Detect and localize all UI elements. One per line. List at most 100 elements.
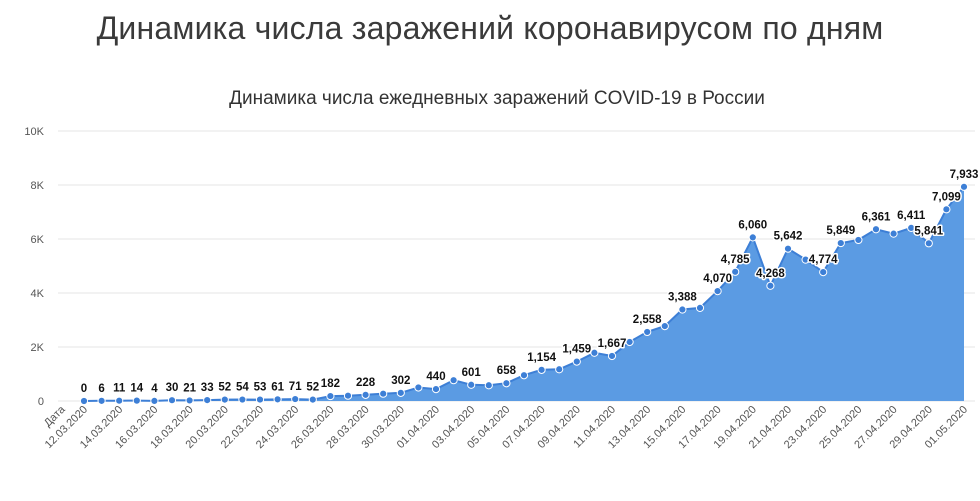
y-tick-label: 4K: [31, 288, 45, 300]
data-label: 6,060: [738, 219, 767, 231]
data-label: 302: [391, 375, 410, 387]
data-point: [959, 182, 969, 191]
data-point: [713, 287, 722, 296]
data-point: [396, 388, 405, 397]
data-point: [255, 395, 265, 404]
data-label: 53: [254, 382, 267, 394]
data-point: [819, 268, 828, 277]
data-label: 2,558: [633, 314, 662, 326]
data-point: [431, 385, 441, 394]
data-point: [308, 395, 317, 404]
data-label: 52: [218, 382, 231, 394]
data-point: [660, 322, 669, 331]
data-label: 4,774: [809, 254, 838, 266]
data-point: [484, 381, 493, 390]
data-label: 54: [236, 382, 249, 394]
y-tick-label: 0: [38, 396, 44, 408]
data-point: [203, 396, 212, 405]
data-point: [273, 395, 282, 404]
data-label: 5,849: [826, 225, 855, 237]
area-fill: [84, 186, 964, 401]
data-point: [502, 379, 511, 388]
data-label: 21: [183, 382, 196, 394]
data-point: [326, 391, 335, 401]
data-label: 3,388: [668, 292, 697, 304]
data-point: [167, 396, 177, 405]
data-point: [150, 396, 159, 405]
data-label: 14: [130, 383, 143, 395]
data-point: [889, 229, 898, 238]
data-point: [555, 365, 564, 374]
data-label: 658: [497, 365, 517, 377]
data-label: 1,154: [527, 352, 556, 364]
data-label: 601: [462, 367, 482, 379]
data-label: 11: [113, 383, 126, 395]
data-point: [625, 337, 634, 347]
page-title: Динамика числа заражений коронавирусом п…: [96, 10, 884, 46]
data-label: 6,361: [862, 211, 891, 223]
data-label: 71: [289, 381, 302, 393]
data-point: [537, 365, 546, 374]
data-point: [291, 394, 300, 404]
data-label: 1,667: [598, 338, 627, 350]
x-axis: Дата12.03.202014.03.202016.03.202018.03.…: [42, 403, 970, 451]
data-point: [836, 238, 845, 248]
data-label: 182: [321, 378, 340, 390]
data-point: [643, 327, 652, 337]
data-point: [115, 396, 124, 405]
data-point: [854, 235, 863, 245]
data-point: [766, 281, 775, 290]
y-axis: 0 2K 4K 6K 8K 10K: [24, 126, 44, 408]
data-point: [678, 305, 687, 314]
y-tick-label: 6K: [31, 234, 45, 246]
data-point: [871, 225, 881, 234]
data-point: [79, 396, 89, 406]
data-point: [590, 348, 599, 357]
data-point: [238, 395, 247, 404]
data-point: [924, 239, 933, 248]
y-tick-label: 2K: [31, 342, 45, 354]
y-tick-label: 8K: [31, 180, 45, 192]
data-labels: 0 6 11 14 4 30 21 33 52 54 53 61 71 52 182 228 302 440 601…: [79, 167, 980, 396]
data-point: [343, 391, 353, 400]
chart-title: Динамика числа ежедневных заражений COVI…: [229, 88, 765, 109]
data-label: 0: [81, 383, 87, 395]
data-point: [695, 303, 705, 313]
data-point: [97, 396, 106, 405]
data-point: [449, 376, 458, 385]
data-point: [379, 389, 388, 398]
data-point: [132, 396, 141, 405]
data-point: [361, 390, 370, 399]
data-label: 61: [271, 381, 284, 393]
data-label: 30: [166, 382, 179, 394]
data-label: 5,642: [774, 231, 803, 243]
data-point: [519, 371, 529, 380]
data-point: [185, 396, 194, 405]
data-label: 6,411: [897, 210, 926, 222]
data-point: [572, 357, 581, 366]
data-label: 5,841: [914, 225, 943, 237]
y-tick-label: 10K: [24, 126, 44, 138]
data-label: 4,070: [703, 273, 732, 285]
data-point: [467, 380, 476, 389]
data-point: [942, 205, 951, 214]
data-label: 7,099: [932, 191, 961, 203]
data-point: [801, 255, 810, 264]
data-points: [79, 182, 969, 406]
data-label: 1,459: [562, 344, 591, 356]
data-label: 4: [151, 383, 158, 395]
data-label: 4,268: [756, 268, 785, 280]
data-label: 4,785: [721, 254, 750, 266]
data-point: [414, 383, 423, 392]
data-point: [748, 233, 757, 242]
data-label: 6: [98, 383, 104, 395]
data-point: [907, 223, 916, 233]
data-point: [731, 267, 740, 276]
data-point: [607, 351, 617, 361]
data-point: [220, 395, 229, 404]
data-label: 228: [356, 377, 376, 389]
data-label: 33: [201, 382, 214, 394]
data-point: [783, 244, 793, 253]
data-label: 52: [306, 382, 319, 394]
